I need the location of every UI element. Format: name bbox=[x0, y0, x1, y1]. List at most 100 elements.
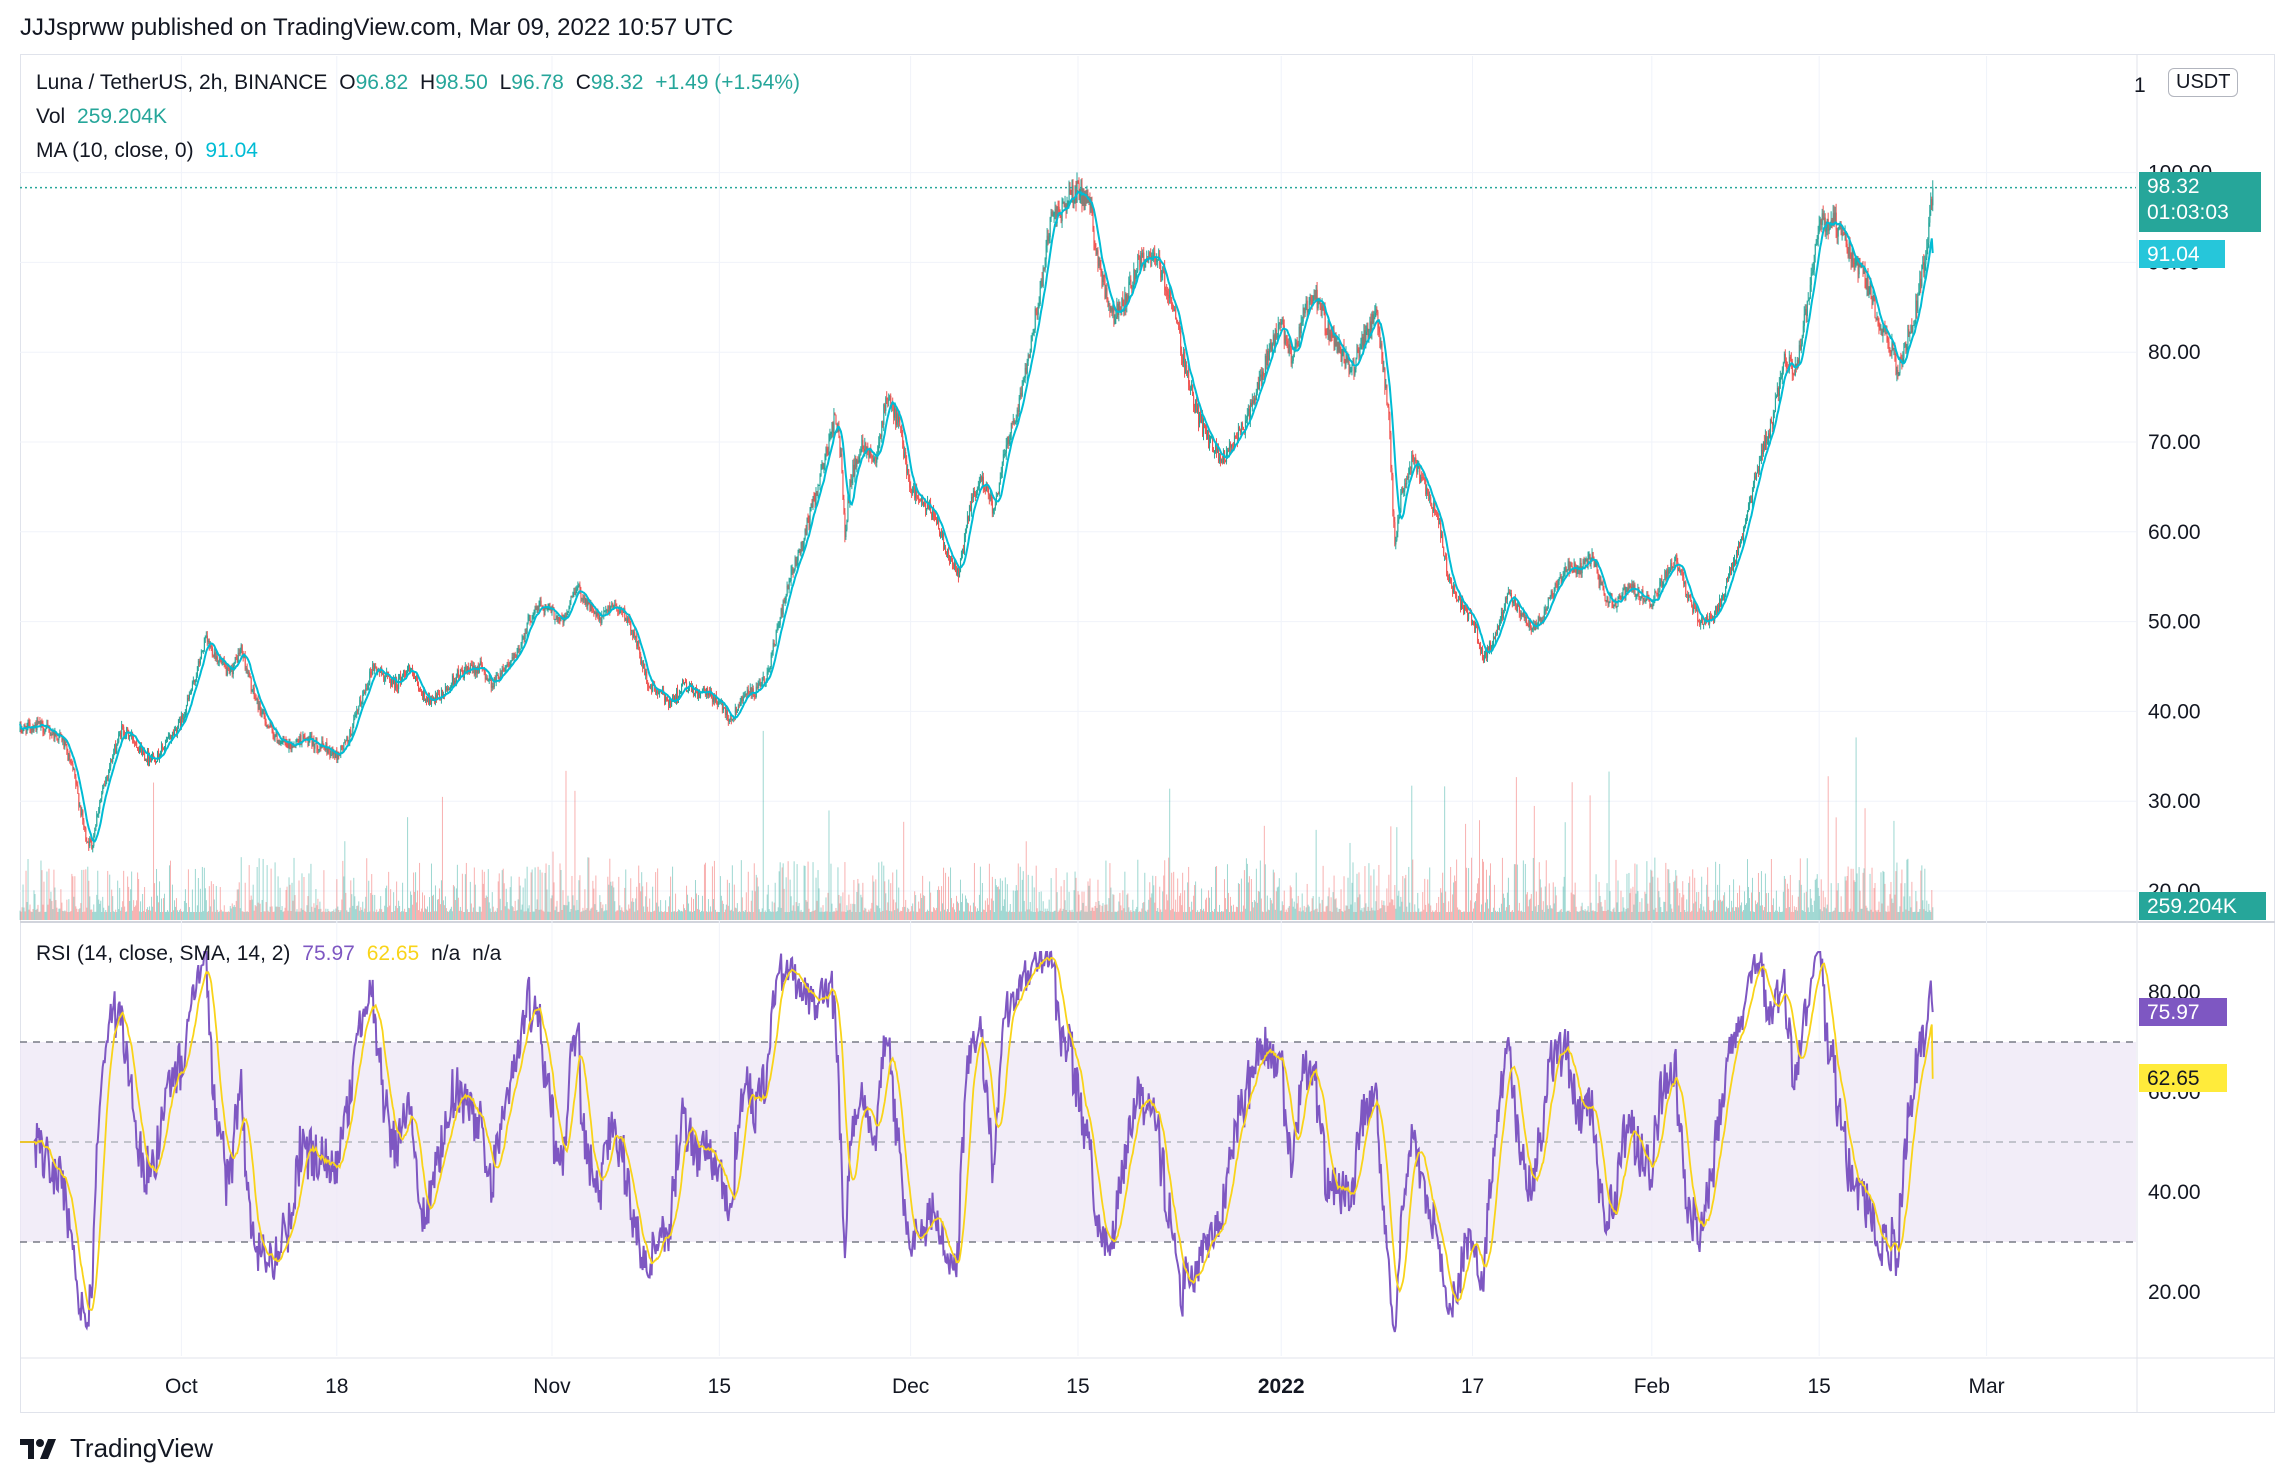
volume-bar bbox=[768, 909, 770, 920]
volume-bar bbox=[1692, 869, 1694, 920]
candle-body bbox=[466, 666, 468, 672]
volume-bar bbox=[1841, 911, 1843, 920]
volume-bar bbox=[1062, 908, 1064, 920]
volume-bar bbox=[618, 876, 620, 920]
volume-bar bbox=[1473, 908, 1475, 920]
candle-body bbox=[945, 547, 947, 553]
volume-bar bbox=[678, 909, 680, 920]
candle-body bbox=[1201, 416, 1203, 422]
candle-body bbox=[310, 736, 312, 738]
volume-bar bbox=[429, 911, 431, 920]
candle-body bbox=[427, 696, 429, 702]
volume-bar bbox=[1893, 820, 1895, 920]
volume-bar bbox=[1101, 905, 1103, 920]
candle-body bbox=[114, 744, 116, 753]
volume-bar bbox=[1411, 785, 1413, 920]
candle-body bbox=[357, 710, 359, 712]
candle-body bbox=[854, 458, 856, 477]
volume-bar bbox=[322, 911, 324, 920]
volume-bar bbox=[1407, 911, 1409, 920]
volume-bar bbox=[1130, 910, 1132, 920]
volume-bar bbox=[1076, 911, 1078, 920]
volume-bar bbox=[1360, 910, 1362, 920]
volume-bar bbox=[1650, 869, 1652, 920]
candle-body bbox=[1122, 298, 1124, 307]
candle-body bbox=[937, 519, 939, 525]
volume-bar bbox=[1193, 895, 1195, 920]
volume-bar bbox=[1007, 911, 1009, 920]
volume-bar bbox=[665, 900, 667, 920]
volume-bar bbox=[1846, 875, 1848, 920]
candle-body bbox=[390, 678, 392, 685]
volume-bar bbox=[529, 911, 531, 920]
volume-bar bbox=[335, 908, 337, 920]
volume-bar bbox=[1440, 888, 1442, 920]
candle-body bbox=[1213, 450, 1215, 453]
volume-bar bbox=[441, 796, 443, 920]
volume-bar bbox=[571, 875, 573, 920]
volume-bar bbox=[362, 901, 364, 920]
candle-body bbox=[1442, 534, 1444, 547]
candle-body bbox=[183, 718, 185, 720]
candle-body bbox=[1249, 402, 1251, 421]
candle-body bbox=[772, 642, 774, 652]
volume-bar bbox=[101, 911, 103, 920]
volume-bar bbox=[1740, 905, 1742, 920]
candle-body bbox=[1417, 466, 1419, 473]
volume-bar bbox=[1318, 896, 1320, 920]
volume-bar bbox=[1662, 911, 1664, 920]
volume-bar bbox=[1159, 886, 1161, 920]
candle-body bbox=[985, 486, 987, 491]
volume-bar bbox=[1207, 911, 1209, 920]
candle-body bbox=[1021, 385, 1023, 396]
volume-bar bbox=[1112, 894, 1114, 920]
candle-body bbox=[615, 604, 617, 607]
volume-bar bbox=[186, 911, 188, 920]
volume-bar bbox=[226, 911, 228, 920]
volume-bar bbox=[970, 911, 972, 920]
volume-bar bbox=[1672, 911, 1674, 920]
candle-body bbox=[1524, 616, 1526, 619]
volume-bar bbox=[1748, 898, 1750, 920]
volume-bar bbox=[426, 909, 428, 920]
candle-body bbox=[1344, 360, 1346, 365]
volume-bar bbox=[1037, 911, 1039, 920]
volume-bar bbox=[1875, 910, 1877, 920]
candle-body bbox=[968, 516, 970, 522]
volume-bar bbox=[942, 903, 944, 920]
candle-body bbox=[638, 641, 640, 649]
candle-body bbox=[1222, 459, 1224, 464]
volume-bar bbox=[843, 911, 845, 920]
volume-bar bbox=[70, 911, 72, 920]
candle-body bbox=[840, 453, 842, 457]
candle-body bbox=[166, 740, 168, 742]
candle-body bbox=[1241, 423, 1243, 433]
volume-bar bbox=[1491, 911, 1493, 920]
candle-body bbox=[554, 619, 556, 621]
candle-body bbox=[1365, 331, 1367, 343]
candle-body bbox=[438, 694, 440, 696]
candle-body bbox=[176, 728, 178, 734]
volume-bar bbox=[1109, 863, 1111, 920]
volume-bar bbox=[1656, 911, 1658, 920]
candle-body bbox=[1170, 290, 1172, 301]
candle-body bbox=[1206, 428, 1208, 436]
volume-bar bbox=[595, 875, 597, 920]
candle-body bbox=[988, 494, 990, 500]
candle-body bbox=[1225, 459, 1227, 462]
candle-body bbox=[354, 715, 356, 720]
candle-body bbox=[103, 785, 105, 788]
volume-bar bbox=[1608, 771, 1610, 920]
candle-body bbox=[998, 482, 1000, 494]
volume-bar bbox=[824, 911, 826, 920]
candle-body bbox=[603, 610, 605, 615]
candle-body bbox=[495, 675, 497, 683]
volume-bar bbox=[214, 911, 216, 920]
volume-bar bbox=[1022, 871, 1024, 920]
candle-body bbox=[938, 519, 940, 529]
volume-bar bbox=[26, 902, 28, 920]
volume-bar bbox=[1832, 911, 1834, 920]
candle-body bbox=[769, 667, 771, 670]
volume-bar bbox=[1400, 896, 1402, 920]
